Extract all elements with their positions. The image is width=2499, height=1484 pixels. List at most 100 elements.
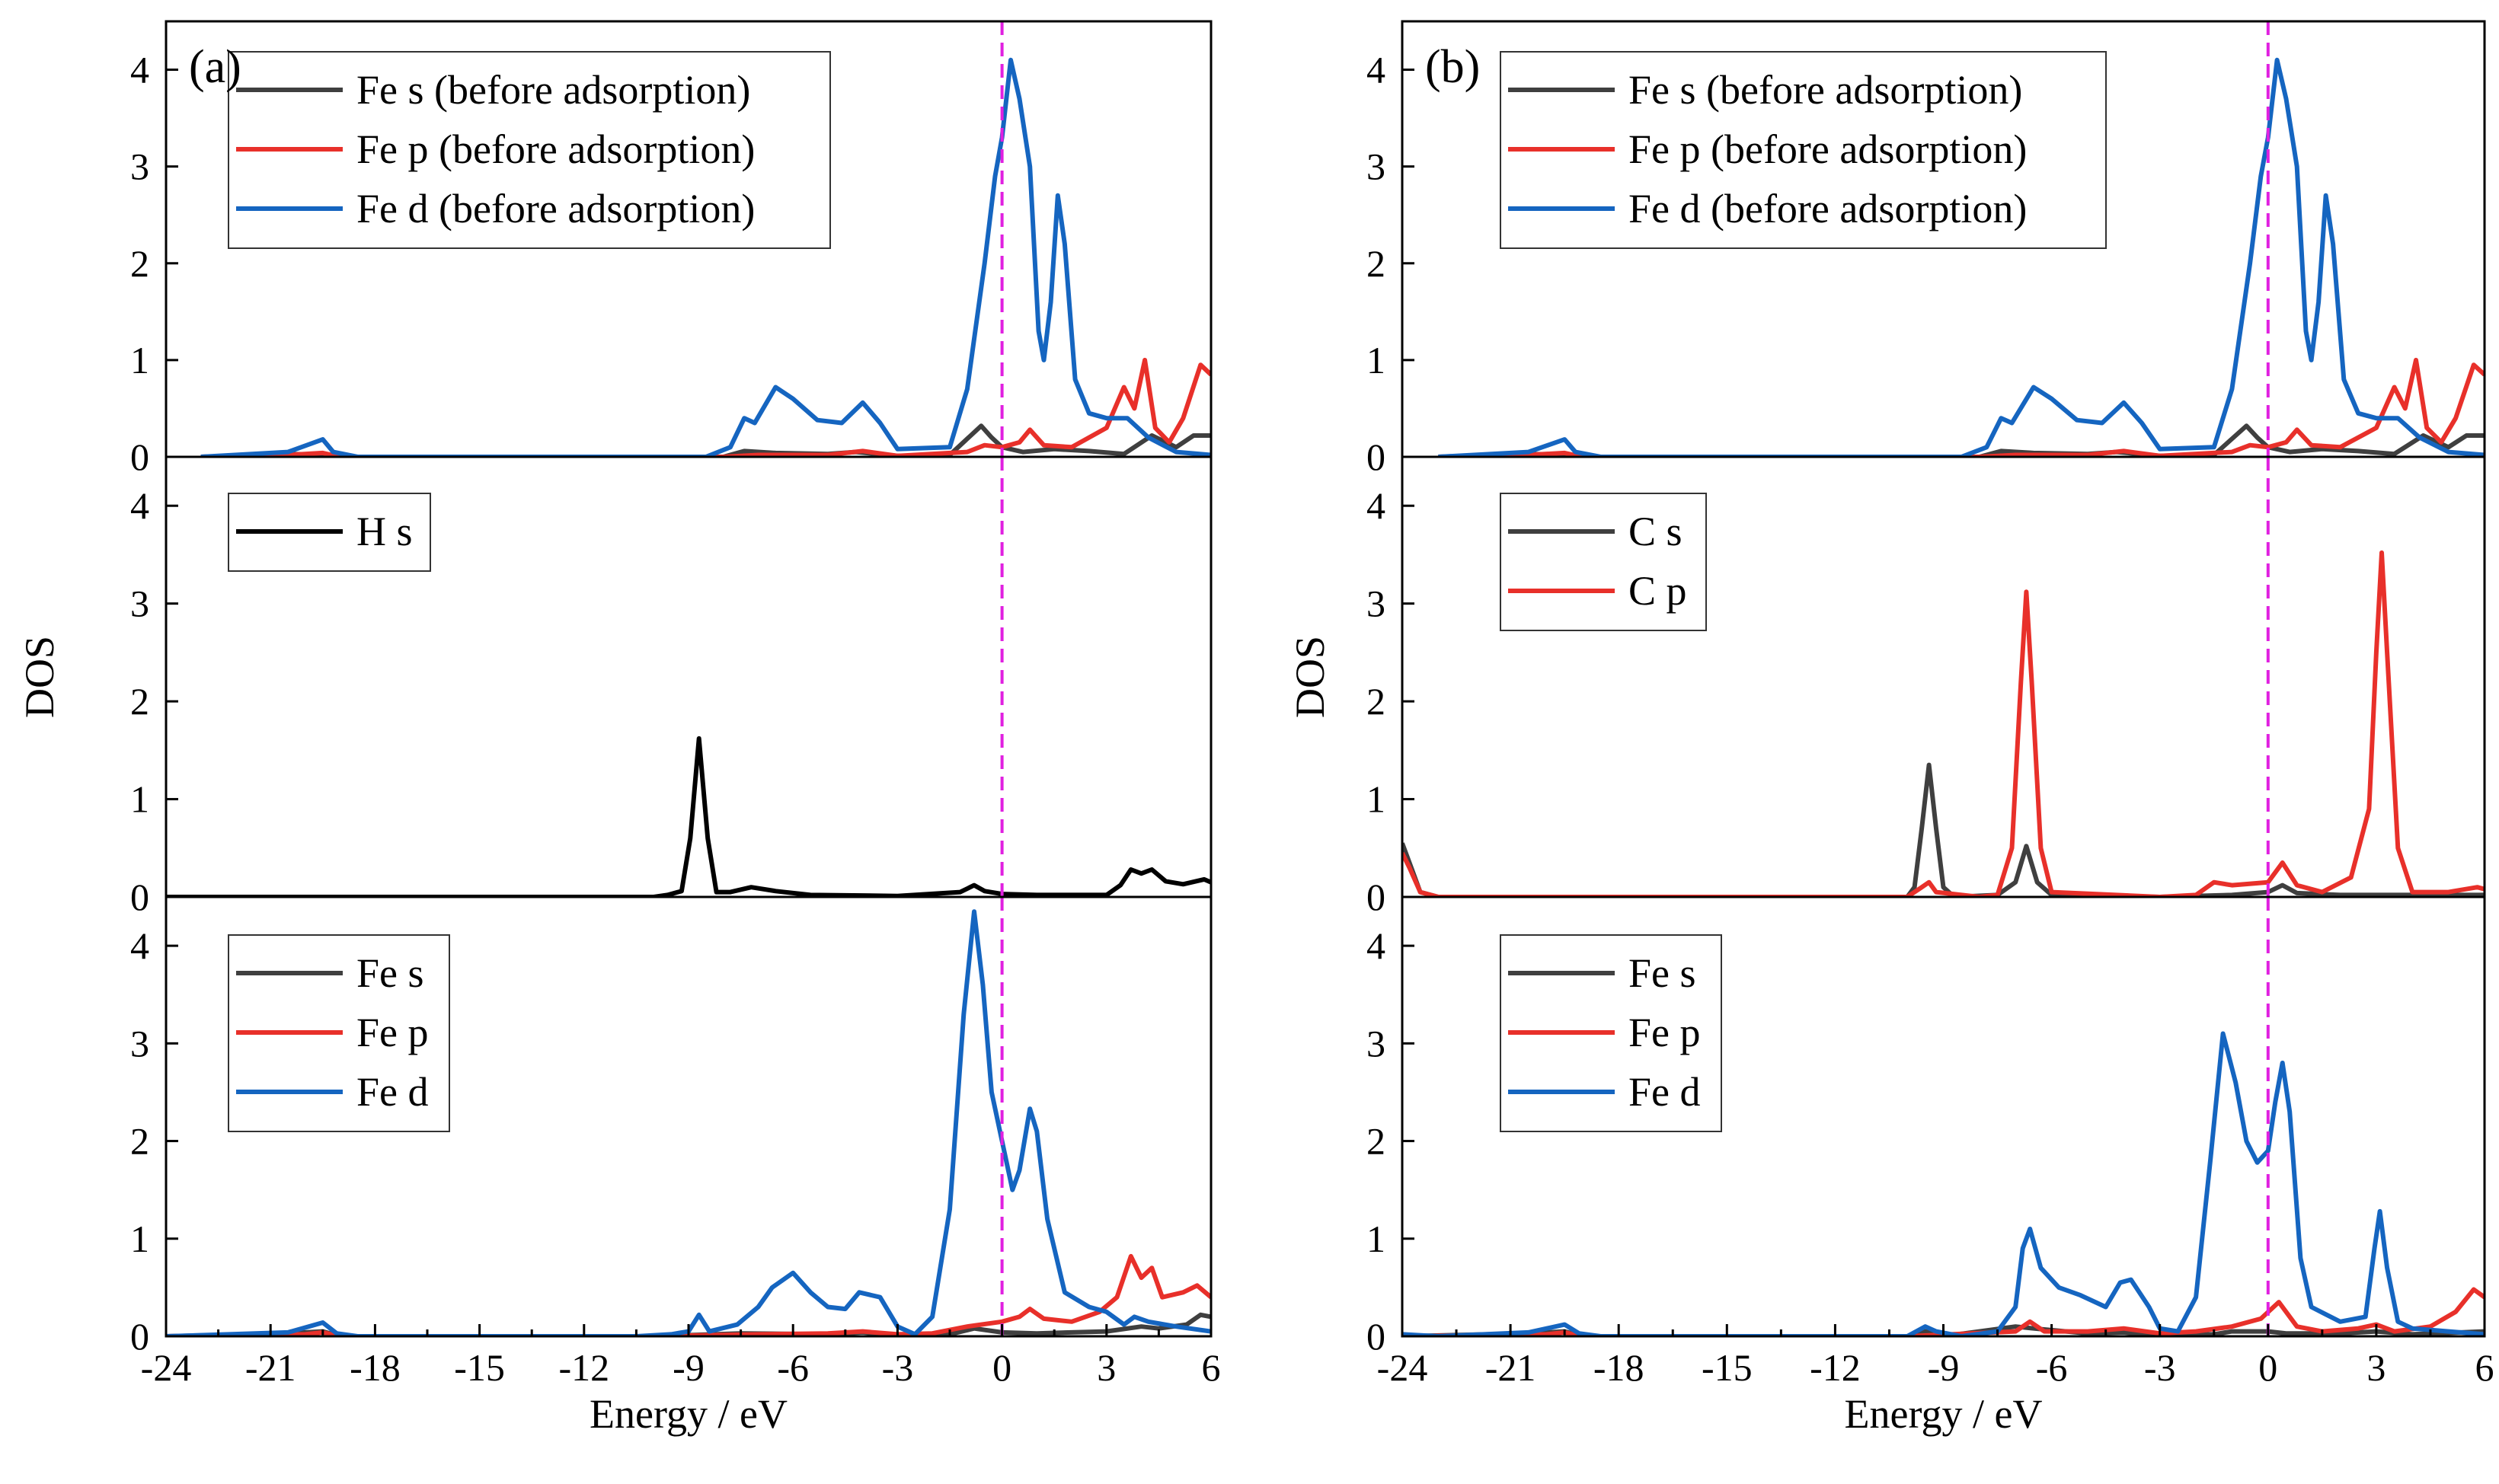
x-axis-title: Energy / eV — [590, 1391, 788, 1437]
y-tick-label: 3 — [1366, 1022, 1385, 1064]
series-line-fe-d-before-adsorption — [200, 57, 1211, 457]
x-tick-label: -3 — [2144, 1346, 2176, 1389]
x-axis-title: Energy / eV — [1845, 1391, 2043, 1437]
series-line-fe-d — [1402, 1031, 2485, 1336]
x-tick-label: 3 — [2366, 1346, 2386, 1389]
y-tick-label: 2 — [130, 1120, 149, 1163]
x-tick-label: -9 — [1928, 1346, 1960, 1389]
x-tick-label: -15 — [1702, 1346, 1753, 1389]
x-tick-label: 6 — [2475, 1346, 2494, 1389]
series-line-fe-p-before-adsorption — [1438, 357, 2485, 457]
y-tick-label: 2 — [130, 242, 149, 285]
x-tick-label: -24 — [1377, 1346, 1428, 1389]
legend-label: Fe s — [1628, 950, 1696, 996]
legend-label: C p — [1628, 568, 1687, 614]
legend: Fe s (before adsorption) Fe p (before ads… — [1500, 51, 2107, 249]
series-line-fe-p-before-adsorption — [200, 357, 1211, 457]
x-tick-label: 0 — [2258, 1346, 2277, 1389]
x-tick-label: -21 — [1485, 1346, 1536, 1389]
legend: Fe s (before adsorption) Fe p (before ads… — [228, 51, 831, 249]
legend-label: Fe s — [356, 950, 424, 996]
y-tick-label: 3 — [1366, 582, 1385, 625]
y-tick-label: 0 — [1366, 1315, 1385, 1358]
subplot-a-middle: 0 1 2 3 4 H s — [130, 455, 1213, 918]
y-tick-label: 1 — [1366, 778, 1385, 821]
panel-b: 0 1 2 3 4 Fe s (before adsorption) Fe p (befor… — [1287, 20, 2494, 1437]
y-axis-title: DOS — [1287, 636, 1333, 718]
panel-label: (b) — [1425, 41, 1480, 93]
panel-a: 0 1 2 3 4 Fe s (before adsorption) Fe p (befor… — [17, 20, 1221, 1437]
y-tick-label: 2 — [1366, 242, 1385, 285]
y-tick-label: 2 — [130, 680, 149, 723]
y-tick-label: 3 — [130, 145, 149, 188]
legend-label: Fe s (before adsorption) — [356, 67, 750, 113]
x-tick-label: -12 — [1810, 1346, 1861, 1389]
y-tick-label: 4 — [130, 484, 149, 527]
x-tick-label: 0 — [992, 1346, 1011, 1389]
legend-label: C s — [1628, 509, 1683, 554]
y-axis-title: DOS — [17, 636, 62, 718]
y-tick-label: 2 — [1366, 680, 1385, 723]
legend: Fe s Fe p Fe d — [1500, 934, 1722, 1132]
x-tick-label: -6 — [2036, 1346, 2068, 1389]
legend-label: Fe p — [1628, 1010, 1701, 1055]
y-tick-label: 4 — [130, 49, 149, 91]
panel-label: (a) — [189, 41, 241, 93]
y-tick-label: 0 — [130, 436, 149, 478]
legend-label: Fe p — [356, 1010, 429, 1055]
y-tick-label: 1 — [130, 339, 149, 381]
y-tick-label: 0 — [1366, 436, 1385, 478]
series-line-c-s — [1402, 762, 2485, 897]
series-line-fe-p — [1402, 1287, 2485, 1336]
x-tick-label: -15 — [454, 1346, 505, 1389]
x-tick-label: -3 — [882, 1346, 914, 1389]
y-tick-label: 3 — [130, 582, 149, 625]
y-tick-label: 1 — [1366, 339, 1385, 381]
x-tick-label: -21 — [245, 1346, 296, 1389]
x-tick-label: -18 — [350, 1346, 401, 1389]
legend-label: Fe p (before adsorption) — [356, 126, 755, 172]
legend-label: Fe d (before adsorption) — [1628, 186, 2027, 231]
legend-label: Fe s (before adsorption) — [1628, 67, 2022, 113]
legend: Fe s Fe p Fe d — [228, 934, 450, 1132]
y-tick-label: 1 — [130, 1218, 149, 1260]
y-tick-label: 1 — [130, 778, 149, 821]
series-line-fe-s-before-adsorption — [200, 423, 1211, 457]
legend-label: Fe d — [356, 1069, 429, 1115]
subplot-b-middle: 0 1 2 3 4 C s C p — [1366, 455, 2486, 918]
series-line-fe-d-before-adsorption — [1438, 57, 2485, 457]
legend: H s — [228, 493, 431, 572]
y-tick-label: 3 — [130, 1022, 149, 1064]
legend-label: Fe d — [1628, 1069, 1701, 1115]
y-tick-label: 3 — [1366, 145, 1385, 188]
y-tick-label: 4 — [1366, 484, 1385, 527]
x-tick-label: -18 — [1593, 1346, 1644, 1389]
subplot-a-bottom: 0 1 2 3 4 Fe s Fe p Fe d — [130, 895, 1213, 1358]
y-tick-label: 0 — [130, 1315, 149, 1358]
x-tick-label: -6 — [777, 1346, 809, 1389]
legend: C s C p — [1500, 493, 1707, 631]
x-tick-label: 3 — [1097, 1346, 1116, 1389]
series-line-fe-p — [166, 1253, 1211, 1336]
y-tick-label: 0 — [130, 876, 149, 918]
legend-label: Fe d (before adsorption) — [356, 186, 755, 231]
y-tick-label: 4 — [1366, 924, 1385, 967]
y-tick-label: 2 — [1366, 1120, 1385, 1163]
x-tick-label: 6 — [1202, 1346, 1221, 1389]
legend-label: Fe p (before adsorption) — [1628, 126, 2027, 172]
y-tick-label: 0 — [1366, 876, 1385, 918]
y-tick-label: 1 — [1366, 1218, 1385, 1260]
subplot-b-bottom: 0 1 2 3 4 Fe s Fe p Fe d — [1366, 895, 2486, 1358]
legend-label: H s — [356, 509, 413, 554]
series-line-h-s — [166, 736, 1211, 897]
series-line-fe-d — [166, 909, 1211, 1336]
x-tick-label: -12 — [558, 1346, 609, 1389]
y-tick-label: 4 — [1366, 49, 1385, 91]
x-tick-label: -24 — [141, 1346, 192, 1389]
subplot-a-top: 0 1 2 3 4 Fe s (before adsorption) Fe p (befor… — [130, 20, 1213, 478]
y-tick-label: 4 — [130, 924, 149, 967]
subplot-b-top: 0 1 2 3 4 Fe s (before adsorption) Fe p (befor… — [1366, 20, 2486, 478]
x-tick-label: -9 — [673, 1346, 705, 1389]
series-line-fe-s-before-adsorption — [1438, 423, 2485, 457]
